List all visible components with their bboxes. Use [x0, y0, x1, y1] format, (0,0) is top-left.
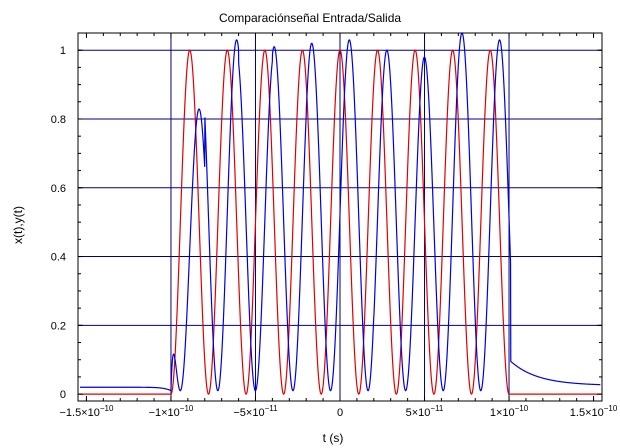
x-axis-label: t (s) [323, 431, 344, 445]
y-axis-label: x(t),y(t) [11, 206, 25, 244]
input-series-line [80, 49, 601, 395]
x-tick-label: 1×10−10 [490, 404, 529, 419]
y-tick-label: 0 [60, 389, 66, 401]
x-tick-label: −1×10−10 [149, 404, 194, 419]
x-tick-mantissa: −1.5×10 [59, 407, 99, 419]
x-tick-mantissa: 0 [337, 407, 343, 419]
x-tick-mantissa: −5×10 [233, 407, 264, 419]
x-tick-mantissa: −1×10 [149, 407, 180, 419]
x-tick-exponent: −11 [430, 404, 444, 413]
y-tick-label: 0.2 [51, 320, 66, 332]
output-series-line [80, 32, 601, 392]
y-tick-label: 0.6 [51, 183, 66, 195]
x-tick-exponent: −10 [180, 404, 194, 413]
x-tick-mantissa: 1×10 [490, 407, 515, 419]
x-tick-exponent: −10 [515, 404, 529, 413]
chart-title: Comparaciónseñal Entrada/Salida [219, 11, 401, 25]
plot-frame [77, 32, 603, 402]
x-tick-label: 5×10−11 [406, 404, 444, 419]
x-tick-label: 0 [337, 407, 343, 419]
x-tick-label: −1.5×10−10 [59, 404, 113, 419]
y-tick-label: 1 [60, 45, 66, 57]
ticks: 00.20.40.60.81−1.5×10−10 −1×10−10 −5×10−11… [51, 33, 618, 419]
x-tick-exponent: −10 [604, 404, 618, 413]
x-tick-mantissa: 5×10 [406, 407, 431, 419]
x-tick-label: −5×10−11 [233, 404, 278, 419]
y-tick-label: 0.8 [51, 114, 66, 126]
x-tick-exponent: −10 [100, 404, 114, 413]
plot-area [80, 32, 601, 395]
x-tick-label: 1.5×10−10 [570, 404, 618, 419]
x-tick-mantissa: 1.5×10 [570, 407, 604, 419]
x-tick-exponent: −11 [265, 404, 279, 413]
y-tick-label: 0.4 [51, 252, 66, 264]
